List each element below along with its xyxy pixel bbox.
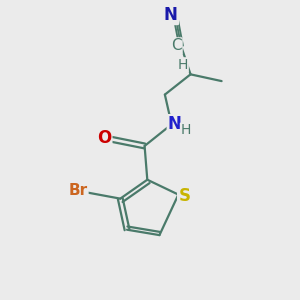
Text: O: O [97, 129, 111, 147]
Text: H: H [178, 58, 188, 72]
Text: N: N [168, 115, 182, 133]
Text: S: S [178, 187, 190, 205]
Text: Br: Br [68, 183, 87, 198]
Text: H: H [181, 123, 191, 137]
Text: C: C [171, 38, 181, 53]
Text: N: N [164, 6, 178, 24]
